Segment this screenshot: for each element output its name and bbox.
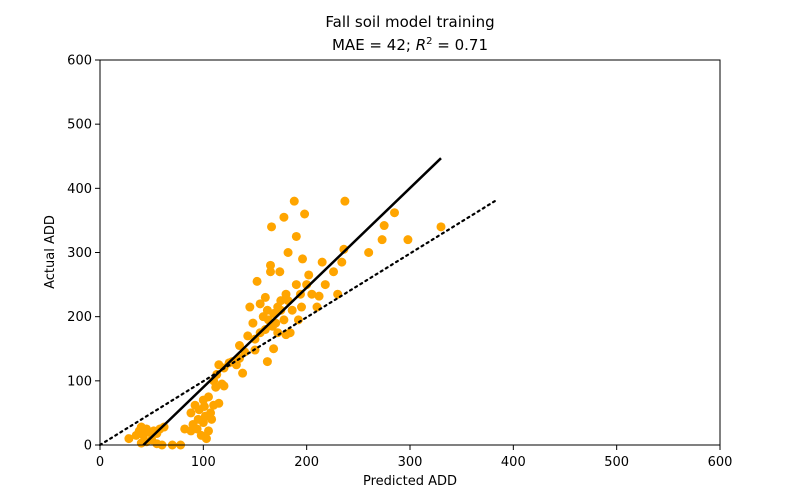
data-point xyxy=(186,408,196,418)
data-point xyxy=(255,299,265,309)
data-point xyxy=(204,426,213,436)
data-point xyxy=(252,276,262,286)
data-point xyxy=(287,305,297,315)
data-point xyxy=(248,318,258,328)
x-tick-label: 0 xyxy=(96,455,104,470)
data-point xyxy=(317,257,327,267)
data-point xyxy=(320,280,330,290)
data-point xyxy=(337,257,347,267)
y-tick-label: 600 xyxy=(67,54,92,69)
data-point xyxy=(289,196,299,206)
x-axis-label: Predicted ADD xyxy=(363,474,457,489)
data-point xyxy=(260,292,270,302)
data-point xyxy=(275,267,285,277)
data-point xyxy=(266,267,275,277)
data-point xyxy=(297,302,306,312)
subtitle-prefix: MAE = 42; xyxy=(332,36,416,54)
data-point xyxy=(283,248,293,257)
data-point xyxy=(207,414,217,424)
x-tick-label: 600 xyxy=(708,455,733,470)
data-point xyxy=(266,260,275,270)
chart-title: Fall soil model training xyxy=(325,13,494,31)
data-point xyxy=(291,280,301,290)
data-point xyxy=(307,289,317,299)
data-point xyxy=(390,208,399,218)
data-point xyxy=(329,267,339,277)
y-tick-label: 400 xyxy=(67,182,92,197)
data-point xyxy=(124,434,134,444)
data-point xyxy=(260,325,270,334)
data-point xyxy=(204,392,213,402)
data-point xyxy=(243,331,253,341)
y-tick-label: 300 xyxy=(67,246,92,261)
data-point xyxy=(379,221,389,231)
data-point xyxy=(152,439,162,449)
x-tick-label: 300 xyxy=(398,455,423,470)
subtitle-suffix: = 0.71 xyxy=(433,36,489,54)
data-point xyxy=(235,341,244,351)
x-tick-label: 200 xyxy=(294,455,319,470)
y-tick-label: 0 xyxy=(84,439,92,454)
fit-line xyxy=(142,157,442,446)
data-point xyxy=(238,368,248,378)
data-point xyxy=(219,381,229,391)
data-point xyxy=(199,402,209,411)
data-point xyxy=(245,302,255,312)
y-axis-ticks: 0 100 200 300 400 500 600 xyxy=(67,54,100,454)
data-point xyxy=(291,231,301,241)
x-tick-label: 500 xyxy=(604,455,629,470)
subtitle-r2-base: R xyxy=(416,36,426,54)
data-point xyxy=(276,305,286,315)
data-point xyxy=(314,291,324,301)
data-point xyxy=(201,434,211,444)
data-point xyxy=(159,422,169,432)
data-point xyxy=(403,235,413,245)
data-point xyxy=(300,209,310,219)
data-point xyxy=(340,196,350,206)
y-axis-label: Actual ADD xyxy=(43,215,58,289)
data-point xyxy=(293,315,303,325)
y-tick-label: 100 xyxy=(67,374,92,389)
data-point xyxy=(192,424,202,434)
x-axis-ticks: 0 100 200 300 400 500 600 xyxy=(96,445,733,470)
x-tick-label: 400 xyxy=(501,455,526,470)
subtitle-r2-exponent: 2 xyxy=(426,36,432,47)
x-tick-label: 100 xyxy=(191,455,216,470)
data-point xyxy=(304,270,314,280)
data-point xyxy=(279,212,289,222)
plot-area xyxy=(98,157,499,450)
data-point xyxy=(436,222,446,232)
data-point xyxy=(298,254,308,264)
data-point xyxy=(279,315,289,325)
y-tick-label: 200 xyxy=(67,310,92,325)
chart-subtitle: MAE = 42; R2 = 0.71 xyxy=(332,36,488,54)
data-point xyxy=(364,248,374,257)
data-point xyxy=(276,296,286,306)
data-point xyxy=(339,244,349,254)
data-point xyxy=(269,344,279,354)
data-point xyxy=(267,222,277,232)
data-point xyxy=(262,357,272,367)
data-point xyxy=(377,235,387,245)
data-point xyxy=(285,328,295,338)
reference-line xyxy=(98,198,499,447)
y-tick-label: 500 xyxy=(67,118,92,133)
data-point xyxy=(214,398,224,408)
